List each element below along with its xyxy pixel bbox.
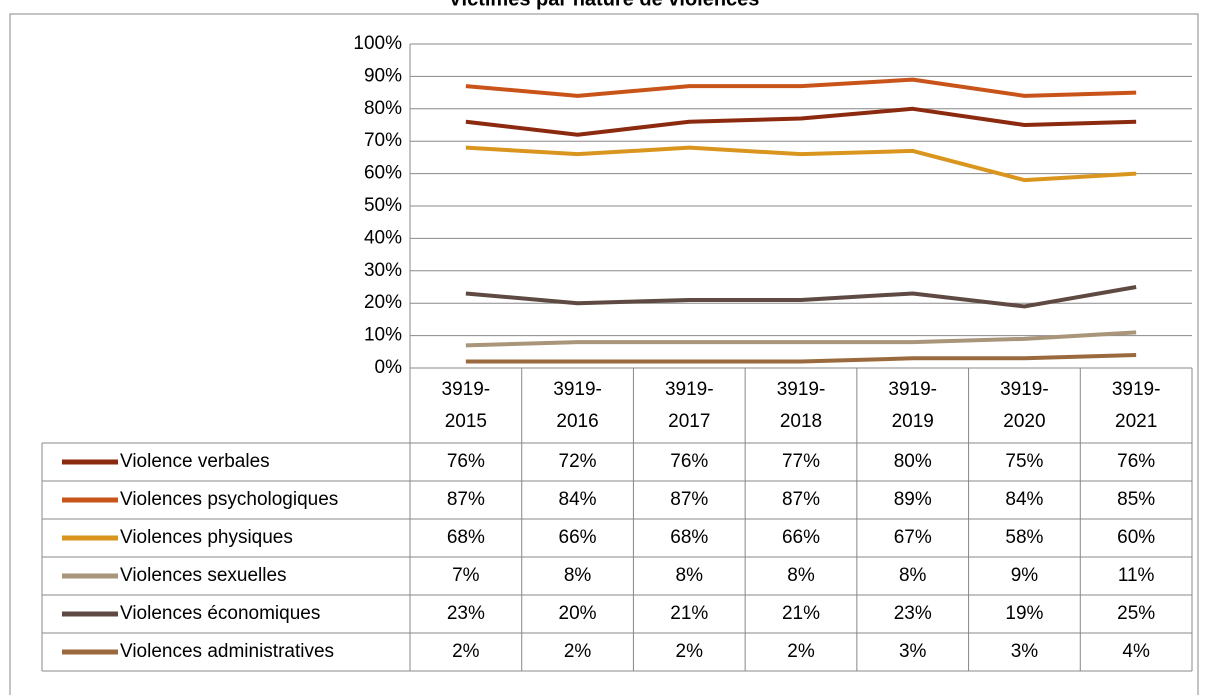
x-tick-label: 3919-2020 (1000, 379, 1049, 432)
data-label: 80% (894, 451, 932, 472)
x-tick-label: 3919-2016 (553, 379, 602, 432)
series-line (465, 353, 1137, 364)
data-label: 89% (894, 489, 932, 510)
legend-label: Violences économiques (120, 603, 320, 624)
data-label: 3% (899, 641, 927, 662)
data-label: 3% (1011, 641, 1039, 662)
data-label: 21% (670, 603, 708, 624)
data-label: 84% (1005, 489, 1043, 510)
series-line (465, 77, 1137, 98)
data-label: 7% (452, 565, 480, 586)
x-tick-label: 3919-2021 (1111, 379, 1161, 432)
data-label: 72% (559, 451, 597, 472)
data-label: 87% (447, 489, 485, 510)
data-label: 66% (559, 527, 597, 548)
data-label: 2% (452, 641, 480, 662)
data-label: 76% (1117, 451, 1155, 472)
data-label: 20% (559, 603, 597, 624)
chart-border (9, 13, 1199, 695)
data-label: 87% (670, 489, 708, 510)
data-label: 2% (676, 641, 704, 662)
series-line (465, 106, 1137, 137)
data-label: 58% (1005, 527, 1043, 548)
data-label: 2% (564, 641, 592, 662)
series-line (465, 330, 1137, 348)
data-label: 25% (1117, 603, 1155, 624)
legend-label: Violences sexuelles (120, 565, 287, 586)
data-label: 85% (1117, 489, 1155, 510)
y-tick-label: 70% (364, 130, 402, 151)
x-tick-label: 3919-2018 (776, 379, 826, 432)
data-label: 8% (899, 565, 927, 586)
y-tick-label: 100% (353, 33, 402, 54)
legend-label: Violences psychologiques (120, 489, 338, 510)
data-label: 87% (782, 489, 820, 510)
y-tick-label: 0% (375, 357, 403, 378)
legend-label: Violence verbales (120, 451, 270, 472)
data-label: 66% (782, 527, 820, 548)
y-tick-label: 20% (364, 292, 402, 313)
chart-title: Victimes par nature de violences (449, 0, 760, 10)
data-label: 23% (447, 603, 485, 624)
legend-label: Violences administratives (120, 641, 334, 662)
y-tick-label: 30% (364, 260, 402, 281)
data-label: 67% (894, 527, 932, 548)
data-label: 11% (1118, 565, 1155, 586)
y-tick-label: 90% (364, 65, 402, 86)
data-label: 4% (1122, 641, 1150, 662)
y-tick-label: 50% (364, 195, 402, 216)
data-label: 68% (670, 527, 708, 548)
data-label: 21% (782, 603, 820, 624)
data-label: 23% (894, 603, 932, 624)
data-label: 68% (447, 527, 485, 548)
data-label: 8% (564, 565, 592, 586)
data-label: 76% (670, 451, 708, 472)
data-label: 19% (1005, 603, 1043, 624)
x-tick-label: 3919-2015 (441, 379, 491, 432)
data-label: 8% (787, 565, 815, 586)
data-label: 75% (1005, 451, 1043, 472)
series-line (465, 285, 1137, 309)
data-label: 77% (782, 451, 820, 472)
data-label: 60% (1117, 527, 1155, 548)
data-label: 8% (676, 565, 704, 586)
y-tick-label: 80% (364, 98, 402, 119)
data-label: 2% (787, 641, 815, 662)
legend-label: Violences physiques (120, 527, 293, 548)
x-tick-label: 3919-2017 (664, 379, 714, 432)
x-tick-label: 3919-2019 (888, 379, 937, 432)
y-tick-label: 60% (364, 163, 402, 184)
data-label: 76% (447, 451, 485, 472)
y-tick-label: 10% (364, 325, 402, 346)
series-line (465, 145, 1137, 183)
data-label: 9% (1011, 565, 1039, 586)
data-label: 84% (559, 489, 597, 510)
y-tick-label: 40% (364, 227, 402, 248)
